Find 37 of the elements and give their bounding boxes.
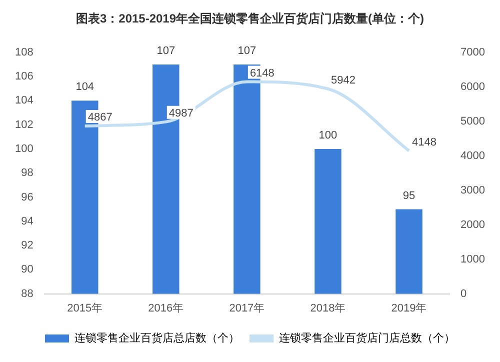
y-tick-label: 88: [21, 288, 34, 300]
x-tick-label: 2015年: [67, 302, 103, 314]
y-tick-label: 100: [14, 142, 34, 155]
y-tick-label: 102: [14, 118, 34, 131]
y2-tick-label: 0: [460, 288, 467, 300]
y-tick-label: 104: [14, 94, 34, 107]
data-label: 104: [76, 81, 94, 94]
data-label: 100: [318, 129, 338, 142]
x-tick-label: 2017年: [229, 302, 265, 314]
y-tick-label: 108: [14, 46, 34, 58]
y-tick-label: 98: [21, 167, 34, 180]
y-tick-label: 92: [21, 240, 34, 252]
y2-tick-label: 5000: [460, 115, 486, 128]
x-tick-label: 2016年: [148, 302, 184, 314]
chart-title: 图表3：2015-2019年全国连锁零售企业百货店门店数量(单位：个): [76, 12, 424, 26]
legend-label: 连锁零售企业百货店总店数（个）: [74, 332, 240, 345]
data-label: 4148: [412, 136, 436, 148]
y-tick-label: 94: [21, 215, 34, 228]
data-label: 5942: [330, 74, 356, 86]
y2-tick-label: 6000: [460, 80, 486, 93]
y-tick-label: 90: [21, 264, 34, 276]
y-tick-label: 96: [21, 191, 34, 204]
data-label: 107: [238, 45, 256, 57]
data-label: 6148: [250, 67, 274, 80]
y2-tick-label: 4000: [460, 150, 486, 162]
y-tick-label: 106: [14, 70, 34, 83]
y2-tick-label: 2000: [460, 218, 486, 231]
legend-label: 连锁零售企业百货店门店总数（个）: [279, 332, 455, 345]
data-label: 4987: [168, 107, 194, 120]
y2-tick-label: 7000: [460, 46, 486, 58]
x-tick-label: 2019年: [391, 302, 427, 314]
data-label: 95: [402, 190, 416, 202]
y2-tick-label: 1000: [460, 253, 486, 266]
x-tick-label: 2018年: [310, 302, 346, 314]
y2-tick-label: 3000: [460, 184, 486, 196]
data-label: 107: [156, 45, 176, 57]
data-label: 4867: [88, 111, 112, 124]
